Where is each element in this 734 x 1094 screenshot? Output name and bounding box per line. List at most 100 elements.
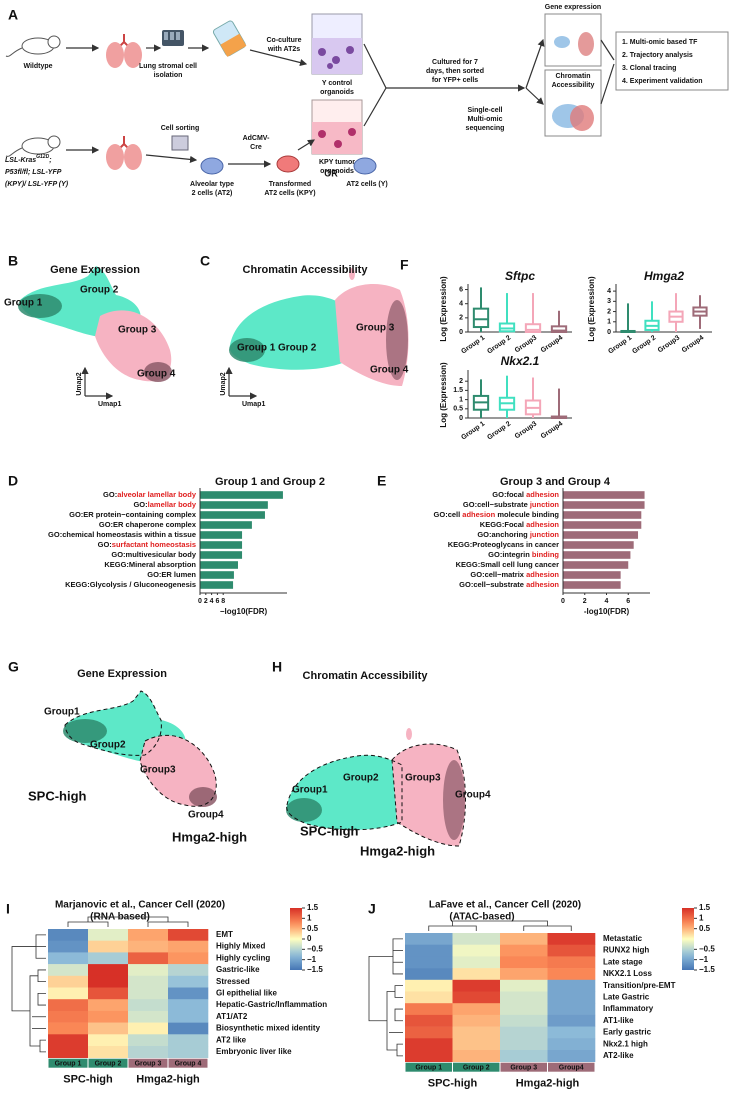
heatmap-cell bbox=[405, 956, 453, 969]
bar bbox=[563, 511, 642, 519]
label-highlight: adhesion bbox=[526, 490, 559, 499]
heatmap-cell bbox=[48, 940, 89, 953]
bar bbox=[200, 531, 243, 539]
label-part: KEGG:Mineral absorption bbox=[104, 560, 196, 569]
heatmap-title: LaFave et al., Cancer Cell (2020) bbox=[429, 900, 581, 911]
row-label: Early gastric bbox=[603, 1028, 652, 1037]
heatmap-cell bbox=[547, 1026, 596, 1039]
heatmap-title: Marjanovic et al., Cancer Cell (2020) bbox=[55, 900, 225, 911]
heatmap-cell bbox=[405, 1003, 453, 1016]
heatmap-cell bbox=[452, 1003, 501, 1016]
heatmap-cell bbox=[88, 940, 129, 953]
umap-clouds bbox=[18, 266, 466, 847]
heatmap-cell bbox=[547, 956, 596, 969]
bar-label: GO:cell−matrix adhesion bbox=[470, 570, 559, 579]
figure-text: 2 cells (AT2) bbox=[192, 190, 233, 197]
row-label: Stressed bbox=[216, 977, 250, 986]
bar bbox=[200, 501, 268, 509]
heatmap-cell bbox=[168, 1022, 209, 1035]
colorbar-tick-label: 1.5 bbox=[699, 903, 711, 912]
bar bbox=[200, 541, 243, 549]
x-axis-label: −log10(FDR) bbox=[220, 607, 268, 616]
row-label: NKX2.1 Loss bbox=[603, 969, 652, 978]
column-label: Group 2 bbox=[95, 1061, 122, 1068]
label-part: GO:cell−substrate bbox=[459, 580, 526, 589]
bar-label: KEGG:Proteoglycans in cancer bbox=[448, 540, 559, 549]
colorbar-tick-label: 0.5 bbox=[307, 924, 319, 933]
figure-text: Y control bbox=[322, 80, 352, 87]
row-label: Metastatic bbox=[603, 934, 643, 943]
dendrogram bbox=[428, 925, 477, 931]
column-strip bbox=[88, 1058, 128, 1068]
heatmap-cell bbox=[168, 1034, 209, 1047]
heatmap-cell bbox=[168, 999, 209, 1012]
heatmap-cell bbox=[405, 944, 453, 957]
colorbar-tick-label: 1.5 bbox=[307, 903, 319, 912]
box bbox=[524, 323, 542, 334]
figure-text: Chromatin bbox=[556, 73, 591, 80]
figure-text: Cell sorting bbox=[161, 125, 200, 132]
row-label: Highly Mixed bbox=[216, 942, 265, 951]
heatmap-cell bbox=[88, 975, 129, 988]
figure-text: Transformed bbox=[269, 181, 311, 188]
x-tick-label: Group 2 bbox=[486, 334, 512, 355]
figure-text: Umap2 bbox=[220, 372, 227, 395]
y-tick-label: 1.5 bbox=[453, 387, 463, 394]
bar bbox=[200, 511, 265, 519]
row-label: AT1/AT2 bbox=[216, 1012, 248, 1021]
figure-text: Cultured for 7 bbox=[432, 59, 478, 66]
dendrogram bbox=[39, 1039, 46, 1053]
x-tick-label: Group3 bbox=[514, 334, 538, 354]
heatmap-cell bbox=[88, 1022, 129, 1035]
heatmap-cell bbox=[168, 952, 209, 965]
heatmap-cell bbox=[168, 929, 209, 941]
figure-text: Group1 bbox=[44, 707, 80, 718]
y-tick-label: 4 bbox=[459, 301, 463, 308]
label-part: GO: bbox=[103, 490, 117, 499]
box-title: Sftpc bbox=[505, 269, 535, 283]
column-label: Group 2 bbox=[463, 1065, 490, 1072]
x-tick-label: Group4 bbox=[540, 420, 564, 440]
bar-label: GO:ER chaperone complex bbox=[99, 520, 197, 529]
heatmap-cell bbox=[168, 975, 209, 988]
bar-label: GO:cell adhesion molecule binding bbox=[434, 510, 560, 519]
figure-text: SPC-high bbox=[28, 788, 87, 803]
heatmap-cell bbox=[500, 991, 548, 1004]
figure-text: 3. Clonal tracing bbox=[622, 65, 676, 72]
bar bbox=[563, 551, 631, 559]
heatmap-cell bbox=[48, 1046, 89, 1058]
heatmap-cell bbox=[48, 1010, 89, 1023]
figure-text: Group 4 bbox=[370, 365, 409, 376]
label-highlight: adhesion bbox=[526, 520, 559, 529]
label-part: molecule binding bbox=[495, 510, 559, 519]
figure-text: C bbox=[200, 253, 210, 269]
heatmap-cell bbox=[452, 968, 501, 981]
label-part: GO:anchoring bbox=[477, 530, 530, 539]
x-tick-label: Group 1 bbox=[607, 334, 633, 355]
heatmap-cell bbox=[48, 952, 89, 965]
bar bbox=[200, 521, 252, 529]
figure-text: Gene expression bbox=[545, 4, 601, 11]
figure-text: P53fl/fl; LSL-YFP bbox=[5, 169, 62, 176]
heatmap-cell bbox=[500, 956, 548, 969]
y-axis-label: Log (Expression) bbox=[439, 276, 448, 342]
figure-text: Umap1 bbox=[98, 401, 121, 408]
row-label: Biosynthetic mixed identity bbox=[216, 1024, 321, 1033]
dendrogram bbox=[368, 956, 393, 1022]
heatmap-cell bbox=[500, 1038, 548, 1051]
label-highlight: adhesion bbox=[526, 580, 559, 589]
label-part: GO: bbox=[133, 500, 147, 509]
x-tick-label: 4 bbox=[210, 598, 214, 605]
label-part: GO:focal bbox=[492, 490, 526, 499]
label-highlight: surfactant homeostasis bbox=[112, 540, 196, 549]
heatmap-cell bbox=[48, 964, 89, 977]
label-part: GO:chemical homeostasis within a tissue bbox=[48, 530, 196, 539]
label-highlight: adhesion bbox=[462, 510, 495, 519]
colorbar-tick-label: −1 bbox=[307, 955, 317, 964]
figure-text: Alveolar type bbox=[190, 181, 234, 188]
figure-text: Group2 bbox=[90, 740, 126, 751]
heatmap-cell bbox=[405, 991, 453, 1004]
figure-text: Group 3 bbox=[356, 323, 395, 334]
figure-text: organoids bbox=[320, 168, 354, 175]
row-label: Inflammatory bbox=[603, 1004, 654, 1013]
